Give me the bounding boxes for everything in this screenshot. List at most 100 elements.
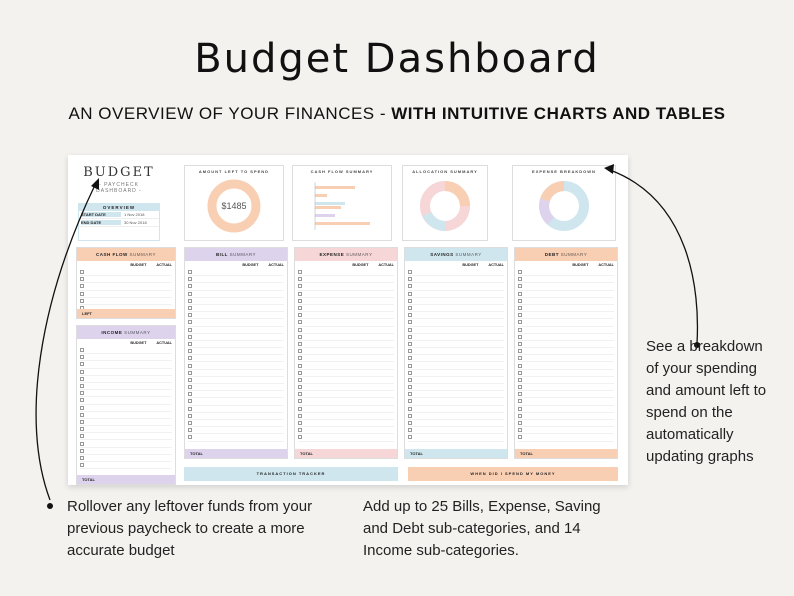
table-row[interactable] xyxy=(408,362,504,370)
table-row[interactable] xyxy=(188,370,284,377)
table-row[interactable] xyxy=(80,376,172,383)
row-checkbox[interactable] xyxy=(408,298,412,303)
table-row[interactable] xyxy=(298,291,394,298)
table-row[interactable] xyxy=(408,283,504,291)
table-row[interactable] xyxy=(408,384,504,392)
row-checkbox[interactable] xyxy=(298,320,302,325)
table-row[interactable] xyxy=(80,426,172,434)
table-row[interactable] xyxy=(188,276,284,284)
row-checkbox[interactable] xyxy=(408,291,412,296)
table-row[interactable] xyxy=(518,355,614,363)
table-row[interactable] xyxy=(188,434,284,442)
row-checkbox[interactable] xyxy=(518,385,522,390)
row-checkbox[interactable] xyxy=(80,434,84,439)
row-checkbox[interactable] xyxy=(80,298,84,303)
table-row[interactable] xyxy=(188,355,284,363)
row-checkbox[interactable] xyxy=(518,370,522,375)
table-row[interactable] xyxy=(298,327,394,334)
table-row[interactable] xyxy=(518,420,614,428)
row-checkbox[interactable] xyxy=(408,349,412,354)
row-checkbox[interactable] xyxy=(80,419,84,424)
row-checkbox[interactable] xyxy=(80,355,84,360)
table-row[interactable] xyxy=(188,377,284,384)
table-row[interactable] xyxy=(408,413,504,420)
table-row[interactable] xyxy=(518,327,614,334)
table-row[interactable] xyxy=(408,398,504,406)
table-row[interactable] xyxy=(80,448,172,455)
row-checkbox[interactable] xyxy=(518,392,522,397)
row-checkbox[interactable] xyxy=(80,384,84,389)
table-row[interactable] xyxy=(188,420,284,428)
row-checkbox[interactable] xyxy=(80,369,84,374)
table-row[interactable] xyxy=(188,341,284,349)
row-checkbox[interactable] xyxy=(408,421,412,426)
table-row[interactable] xyxy=(80,269,172,277)
row-checkbox[interactable] xyxy=(298,284,302,289)
table-row[interactable] xyxy=(80,347,172,355)
row-checkbox[interactable] xyxy=(408,363,412,368)
table-row[interactable] xyxy=(80,383,172,391)
table-row[interactable] xyxy=(80,440,172,448)
table-row[interactable] xyxy=(408,334,504,341)
table-row[interactable] xyxy=(80,291,172,298)
row-checkbox[interactable] xyxy=(518,413,522,418)
table-row[interactable] xyxy=(298,298,394,305)
table-row[interactable] xyxy=(298,269,394,277)
table-row[interactable] xyxy=(518,362,614,370)
table-row[interactable] xyxy=(188,427,284,435)
row-checkbox[interactable] xyxy=(188,313,192,318)
table-row[interactable] xyxy=(188,305,284,313)
row-checkbox[interactable] xyxy=(298,277,302,282)
table-row[interactable] xyxy=(298,427,394,435)
table-row[interactable] xyxy=(80,412,172,419)
row-checkbox[interactable] xyxy=(188,406,192,411)
table-row[interactable] xyxy=(408,406,504,413)
table-row[interactable] xyxy=(518,291,614,298)
table-row[interactable] xyxy=(518,283,614,291)
transaction-tracker-bar[interactable]: TRANSACTION TRACKER xyxy=(184,467,398,481)
table-row[interactable] xyxy=(298,283,394,291)
row-checkbox[interactable] xyxy=(80,391,84,396)
table-row[interactable] xyxy=(298,362,394,370)
row-checkbox[interactable] xyxy=(408,435,412,440)
row-checkbox[interactable] xyxy=(80,270,84,275)
row-checkbox[interactable] xyxy=(298,413,302,418)
table-row[interactable] xyxy=(80,405,172,412)
table-row[interactable] xyxy=(298,341,394,349)
row-checkbox[interactable] xyxy=(80,427,84,432)
table-row[interactable] xyxy=(188,398,284,406)
table-row[interactable] xyxy=(518,319,614,327)
table-row[interactable] xyxy=(80,433,172,441)
table-row[interactable] xyxy=(408,377,504,384)
table-row[interactable] xyxy=(188,298,284,305)
table-row[interactable] xyxy=(408,348,504,356)
table-row[interactable] xyxy=(298,355,394,363)
row-checkbox[interactable] xyxy=(518,349,522,354)
row-checkbox[interactable] xyxy=(298,435,302,440)
table-row[interactable] xyxy=(188,384,284,392)
row-checkbox[interactable] xyxy=(188,320,192,325)
table-row[interactable] xyxy=(518,391,614,399)
table-row[interactable] xyxy=(80,298,172,305)
row-checkbox[interactable] xyxy=(188,306,192,311)
table-row[interactable] xyxy=(188,406,284,413)
row-checkbox[interactable] xyxy=(298,370,302,375)
row-checkbox[interactable] xyxy=(188,428,192,433)
table-row[interactable] xyxy=(298,334,394,341)
row-checkbox[interactable] xyxy=(408,334,412,339)
row-checkbox[interactable] xyxy=(188,298,192,303)
table-row[interactable] xyxy=(518,434,614,442)
table-row[interactable] xyxy=(408,312,504,320)
table-row[interactable] xyxy=(518,406,614,413)
row-checkbox[interactable] xyxy=(80,291,84,296)
table-row[interactable] xyxy=(408,341,504,349)
table-row[interactable] xyxy=(518,398,614,406)
row-checkbox[interactable] xyxy=(298,298,302,303)
row-checkbox[interactable] xyxy=(188,392,192,397)
table-row[interactable] xyxy=(80,361,172,369)
table-row[interactable] xyxy=(408,420,504,428)
row-checkbox[interactable] xyxy=(80,405,84,410)
row-checkbox[interactable] xyxy=(408,413,412,418)
table-row[interactable] xyxy=(408,434,504,442)
table-row[interactable] xyxy=(298,384,394,392)
